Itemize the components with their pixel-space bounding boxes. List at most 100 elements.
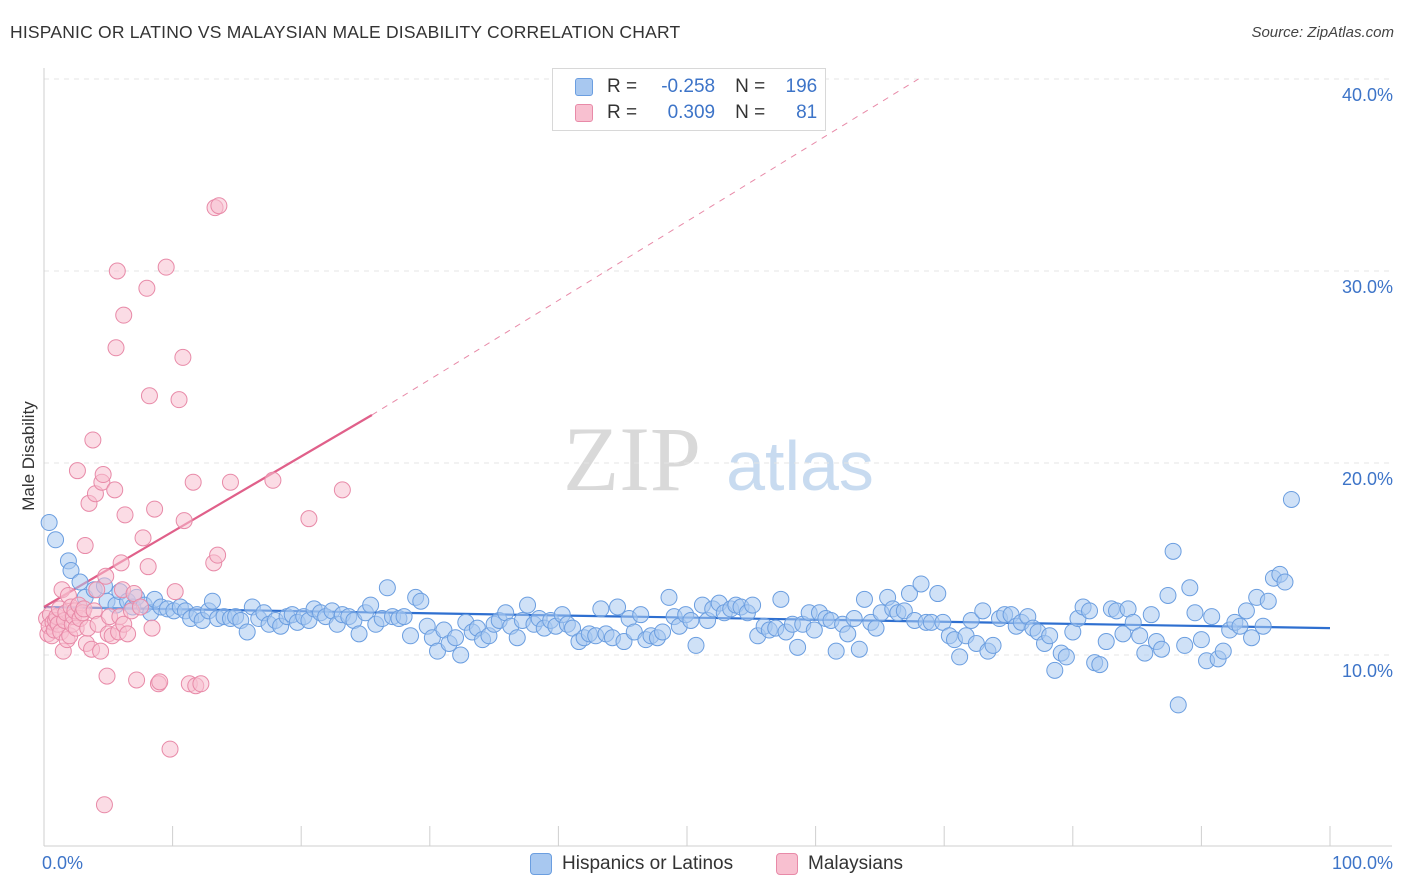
malaysian-point — [138, 279, 156, 297]
hispanic-point — [805, 621, 823, 639]
bottom-legend-swatch-hispanics — [530, 853, 552, 875]
hispanic-point — [682, 611, 700, 629]
hispanic-point — [654, 623, 672, 641]
malaysian-point — [94, 466, 112, 484]
hispanic-point — [1231, 617, 1249, 635]
malaysian-point — [98, 667, 116, 685]
hispanic-point — [1243, 629, 1261, 647]
hispanic-point — [1169, 696, 1187, 714]
hispanic-point — [362, 596, 380, 614]
hispanic-point — [1046, 661, 1064, 679]
hispanic-point — [378, 579, 396, 597]
bottom-legend-hispanics[interactable]: Hispanics or Latinos — [530, 852, 733, 876]
y-tick-label: 30.0% — [1342, 277, 1393, 297]
tick-labels: 10.0% 20.0% 30.0% 40.0% 0.0% 100.0% — [42, 85, 1393, 873]
malaysian-point — [161, 740, 179, 758]
malaysian-point — [115, 306, 133, 324]
hispanic-point — [1181, 579, 1199, 597]
hispanic-point — [962, 611, 980, 629]
legend-r-label: R = — [607, 102, 638, 123]
x-tick-label-max: 100.0% — [1332, 853, 1393, 873]
hispanic-point — [867, 619, 885, 637]
hispanic-point — [632, 606, 650, 624]
legend-r-label: R = — [607, 76, 638, 97]
legend-row-hispanics: R = -0.258 N = 196 — [575, 75, 817, 99]
malaysian-point — [221, 473, 239, 491]
hispanic-point — [609, 598, 627, 616]
legend-swatch-malaysians — [575, 104, 593, 122]
hispanic-point — [1131, 627, 1149, 645]
hispanic-point — [1192, 631, 1210, 649]
legend-r-value: -0.258 — [661, 76, 716, 97]
hispanic-point — [1254, 617, 1272, 635]
hispanic-point — [71, 573, 89, 591]
legend-n-value: 196 — [785, 76, 818, 97]
hispanic-point — [402, 627, 420, 645]
hispanic-point — [912, 575, 930, 593]
hispanic-point — [789, 638, 807, 656]
hispanic-point — [839, 625, 857, 643]
legend-row-malaysians: R = 0.309 N = 81 — [575, 101, 817, 125]
hispanic-point — [1186, 604, 1204, 622]
series-hispanics-points — [40, 490, 1300, 714]
hispanic-point — [827, 642, 845, 660]
legend-swatch-hispanics — [575, 78, 593, 96]
y-tick-label: 20.0% — [1342, 469, 1393, 489]
malaysian-point — [108, 262, 126, 280]
hispanic-point — [1203, 608, 1221, 626]
hispanic-point — [1276, 573, 1294, 591]
malaysian-point — [84, 431, 102, 449]
hispanic-point — [592, 600, 610, 618]
malaysian-point — [166, 583, 184, 601]
malaysian-point — [151, 673, 169, 691]
malaysian-point — [157, 258, 175, 276]
hispanic-point — [1142, 606, 1160, 624]
chart-source: Source: ZipAtlas.com — [1251, 24, 1394, 41]
x-tick-label-min: 0.0% — [42, 853, 83, 873]
gridlines — [44, 78, 1392, 656]
malaysian-point — [146, 500, 164, 518]
watermark-atlas: atlas — [726, 427, 874, 505]
legend-n-label: N = — [735, 102, 766, 123]
hispanic-point — [929, 585, 947, 603]
series-malaysians-points — [38, 197, 351, 814]
trendlines — [43, 78, 1331, 630]
watermark-zip: ZIP — [563, 408, 701, 510]
hispanic-point — [1057, 648, 1075, 666]
hispanic-point — [744, 596, 762, 614]
watermark: ZIP atlas — [563, 408, 874, 510]
legend-n-label: N = — [735, 76, 766, 97]
hispanic-point — [1097, 633, 1115, 651]
hispanic-point — [508, 629, 526, 647]
malaysian-point — [264, 471, 282, 489]
hispanic-point — [900, 585, 918, 603]
malaysian-point — [112, 554, 130, 572]
malaysian-point — [134, 529, 152, 547]
chart-title: HISPANIC OR LATINO VS MALAYSIAN MALE DIS… — [10, 22, 681, 42]
axes — [43, 68, 1392, 847]
malaysian-point — [300, 510, 318, 528]
malaysian-point — [170, 391, 188, 409]
bottom-legend-malaysians[interactable]: Malaysians — [776, 852, 903, 876]
malaysian-point — [76, 537, 94, 555]
malaysian-point — [139, 558, 157, 576]
hispanic-point — [1259, 592, 1277, 610]
y-axis-label: Male Disability — [19, 401, 38, 511]
hispanic-point — [350, 625, 368, 643]
hispanic-point — [203, 592, 221, 610]
hispanic-point — [395, 608, 413, 626]
hispanic-point — [687, 636, 705, 654]
legend-r-value: 0.309 — [667, 102, 716, 123]
y-tick-label: 10.0% — [1342, 661, 1393, 681]
malaysian-point — [97, 567, 115, 585]
hispanic-point — [1081, 602, 1099, 620]
malaysian-point — [95, 796, 113, 814]
hispanic-point — [1214, 642, 1232, 660]
bottom-legend-label-malaysians: Malaysians — [808, 853, 904, 874]
hispanic-point — [1114, 625, 1132, 643]
malaysian-point — [209, 546, 227, 564]
hispanic-point — [951, 648, 969, 666]
malaysian-point — [333, 481, 351, 499]
hispanic-point — [447, 629, 465, 647]
